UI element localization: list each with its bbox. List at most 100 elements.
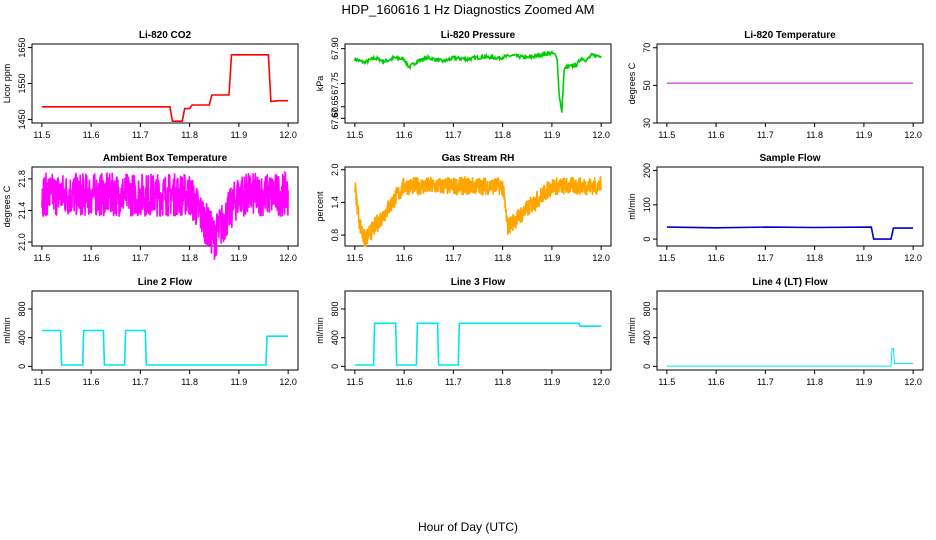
y-tick-label: 800 — [642, 301, 652, 316]
x-tick-label: 11.8 — [494, 130, 511, 140]
x-tick-label: 11.7 — [757, 130, 774, 140]
x-tick-label: 11.5 — [33, 377, 50, 387]
series-line — [354, 49, 602, 113]
y-tick-label: 2.0 — [330, 163, 340, 176]
x-tick-label: 12.0 — [279, 377, 297, 387]
y-tick-label: 1.4 — [330, 196, 340, 209]
plot-frame — [656, 43, 924, 124]
x-tick-label: 12.0 — [592, 377, 610, 387]
panel-title: Li-820 Pressure — [441, 30, 516, 41]
x-tick-label: 11.6 — [83, 130, 100, 140]
y-tick-label: 1650 — [17, 38, 27, 58]
x-tick-label: 11.9 — [543, 377, 560, 387]
series-line — [41, 329, 289, 366]
x-tick-label: 11.8 — [494, 253, 511, 263]
y-tick-label: 67.75 — [330, 72, 340, 95]
panel-2: Li-820 Pressure 11.5 11.6 11.7 11.8 11.9 12.0 6… — [315, 30, 612, 140]
x-tick-label: 11.5 — [658, 130, 675, 140]
series-line — [41, 54, 289, 122]
plot-frame — [31, 290, 299, 371]
y-tick-label: 400 — [642, 330, 652, 345]
y-tick-label: 0 — [17, 364, 27, 369]
x-tick-label: 11.7 — [445, 130, 462, 140]
x-tick-label: 12.0 — [904, 377, 922, 387]
figure-title: HDP_160616 1 Hz Diagnostics Zoomed AM — [342, 2, 595, 17]
y-tick-label: 400 — [17, 330, 27, 345]
y-tick-label: 67.65 — [330, 95, 340, 118]
x-tick-label: 12.0 — [904, 253, 922, 263]
x-tick-label: 11.7 — [132, 377, 149, 387]
panel-title: Line 3 Flow — [451, 277, 506, 288]
y-tick-label: 50 — [642, 80, 652, 90]
x-tick-label: 11.7 — [132, 130, 149, 140]
panel-4: Ambient Box Temperature 11.5 11.6 11.7 11.8 1… — [2, 153, 299, 263]
x-tick-label: 11.7 — [445, 253, 462, 263]
x-tick-label: 12.0 — [279, 253, 297, 263]
panel-1: Li-820 CO2 11.5 11.6 11.7 11.8 11.9 12.0 1450 15… — [2, 30, 299, 140]
panel-title: Line 2 Flow — [138, 277, 193, 288]
series-line — [354, 175, 602, 247]
figure-x-axis-label: Hour of Day (UTC) — [418, 520, 518, 534]
y-tick-label: 800 — [17, 301, 27, 316]
x-tick-label: 11.5 — [346, 130, 363, 140]
panel-title: Li-820 CO2 — [139, 30, 192, 41]
x-tick-label: 11.8 — [806, 253, 823, 263]
x-tick-label: 11.6 — [83, 253, 100, 263]
y-axis-label: ml/min — [315, 317, 325, 344]
x-tick-label: 11.7 — [757, 253, 774, 263]
y-tick-label: 0.8 — [330, 229, 340, 242]
y-axis-label: ml/min — [627, 193, 637, 220]
y-tick-label: 0 — [642, 237, 652, 242]
plot-frame — [344, 166, 612, 247]
x-tick-label: 12.0 — [904, 130, 922, 140]
x-tick-label: 11.7 — [132, 253, 149, 263]
x-tick-label: 11.6 — [396, 377, 413, 387]
x-tick-label: 11.9 — [230, 377, 247, 387]
x-tick-label: 11.7 — [757, 377, 774, 387]
x-tick-label: 11.6 — [708, 377, 725, 387]
y-axis-label: kPa — [315, 76, 325, 92]
y-tick-label: 70 — [642, 43, 652, 53]
x-tick-label: 11.9 — [855, 253, 872, 263]
y-axis-label: degrees C — [2, 185, 12, 227]
x-tick-label: 12.0 — [279, 130, 297, 140]
panel-title: Ambient Box Temperature — [103, 153, 228, 164]
panel-title: Gas Stream RH — [442, 153, 515, 164]
x-tick-label: 11.5 — [33, 253, 50, 263]
panel-9: Line 4 (LT) Flow 11.5 11.6 11.7 11.8 11.9 12.0… — [627, 277, 924, 387]
x-tick-label: 11.6 — [708, 253, 725, 263]
y-tick-label: 800 — [330, 301, 340, 316]
plot-frame — [31, 43, 299, 124]
x-tick-label: 11.5 — [658, 253, 675, 263]
x-tick-label: 11.9 — [230, 253, 247, 263]
series-line — [354, 322, 602, 366]
x-tick-label: 12.0 — [592, 253, 610, 263]
x-tick-label: 11.6 — [396, 253, 413, 263]
y-tick-label: 100 — [642, 197, 652, 212]
y-tick-label: 21.4 — [17, 202, 27, 220]
x-tick-label: 11.8 — [494, 377, 511, 387]
x-tick-label: 11.9 — [855, 130, 872, 140]
series-line — [666, 348, 914, 367]
x-tick-label: 11.6 — [83, 377, 100, 387]
x-tick-label: 11.6 — [396, 130, 413, 140]
y-axis-label: degrees C — [627, 62, 637, 104]
x-tick-label: 11.8 — [181, 253, 198, 263]
y-tick-label: 30 — [642, 118, 652, 128]
x-tick-label: 11.5 — [346, 377, 363, 387]
y-axis-label: Licor ppm — [2, 64, 12, 104]
y-tick-label: 200 — [642, 163, 652, 178]
panel-6: Sample Flow 11.5 11.6 11.7 11.8 11.9 12.0 0 100 2… — [627, 153, 924, 263]
x-tick-label: 11.8 — [806, 377, 823, 387]
panel-title: Li-820 Temperature — [744, 30, 836, 41]
y-tick-label: 21.0 — [17, 233, 27, 251]
series-line — [666, 226, 914, 240]
x-tick-label: 11.8 — [806, 130, 823, 140]
x-tick-label: 11.8 — [181, 377, 198, 387]
x-tick-label: 11.7 — [445, 377, 462, 387]
plot-frame — [31, 166, 299, 247]
series-line — [41, 170, 289, 260]
x-tick-label: 12.0 — [592, 130, 610, 140]
x-tick-label: 11.9 — [855, 377, 872, 387]
